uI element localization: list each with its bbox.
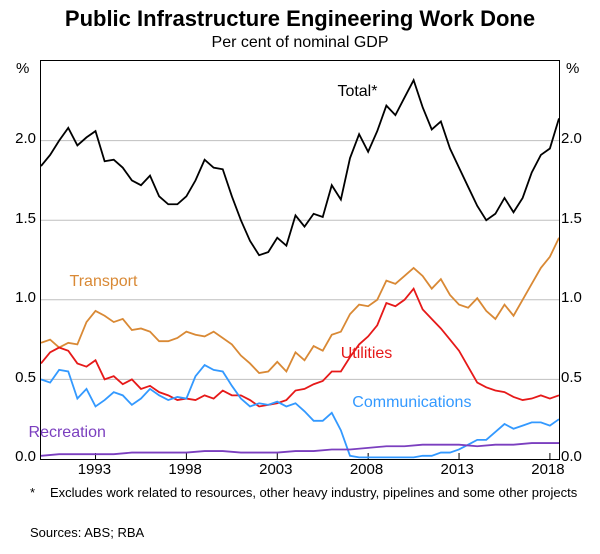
plot-area bbox=[40, 60, 560, 460]
series-utilities bbox=[41, 289, 559, 407]
y-unit-right: % bbox=[566, 60, 579, 77]
ytick-right: 2.0 bbox=[561, 130, 593, 147]
xtick: 2003 bbox=[259, 461, 292, 478]
series-label-utilities: Utilities bbox=[341, 345, 393, 363]
xtick: 2013 bbox=[441, 461, 474, 478]
series-label-communications: Communications bbox=[352, 394, 471, 412]
footnote: *Excludes work related to resources, oth… bbox=[30, 485, 580, 502]
xtick: 1993 bbox=[78, 461, 111, 478]
chart-subtitle: Per cent of nominal GDP bbox=[0, 34, 600, 52]
series-label-transport: Transport bbox=[70, 273, 138, 291]
chart-title: Public Infrastructure Engineering Work D… bbox=[0, 0, 600, 32]
ytick-left: 0.5 bbox=[4, 369, 36, 386]
sources: Sources: ABS; RBA bbox=[30, 525, 144, 540]
y-unit-left: % bbox=[16, 60, 29, 77]
xtick: 1998 bbox=[168, 461, 201, 478]
footnote-text: Excludes work related to resources, othe… bbox=[50, 485, 577, 500]
ytick-right: 1.0 bbox=[561, 289, 593, 306]
ytick-left: 1.0 bbox=[4, 289, 36, 306]
xtick: 2008 bbox=[350, 461, 383, 478]
series-label-recreation: Recreation bbox=[29, 424, 106, 442]
xtick: 2018 bbox=[531, 461, 564, 478]
ytick-left: 0.0 bbox=[4, 448, 36, 465]
series-label-total: Total* bbox=[337, 83, 377, 101]
plot-svg bbox=[41, 61, 559, 459]
ytick-right: 0.0 bbox=[561, 448, 593, 465]
sources-label: Sources: bbox=[30, 525, 81, 540]
ytick-right: 0.5 bbox=[561, 369, 593, 386]
footnote-marker: * bbox=[30, 485, 50, 502]
series-transport bbox=[41, 238, 559, 373]
series-recreation bbox=[41, 443, 559, 456]
chart-container: Public Infrastructure Engineering Work D… bbox=[0, 0, 600, 554]
series-total bbox=[41, 80, 559, 255]
ytick-right: 1.5 bbox=[561, 210, 593, 227]
ytick-left: 2.0 bbox=[4, 130, 36, 147]
ytick-left: 1.5 bbox=[4, 210, 36, 227]
sources-text: ABS; RBA bbox=[84, 525, 144, 540]
